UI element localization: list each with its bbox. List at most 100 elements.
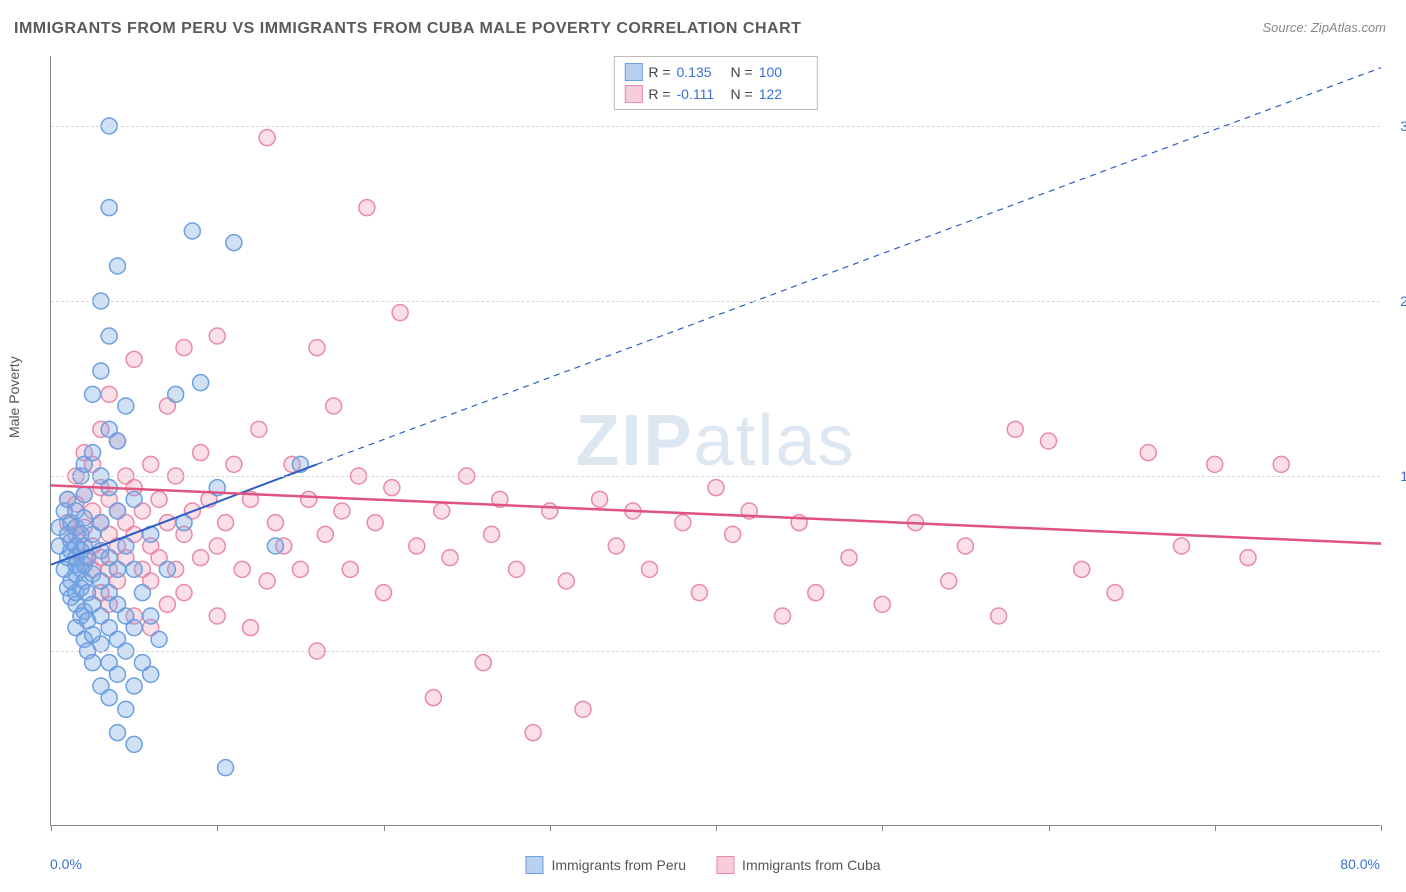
scatter-point (874, 596, 890, 612)
scatter-point (118, 398, 134, 414)
scatter-point (209, 608, 225, 624)
stats-row-cuba: R = -0.111 N = 122 (624, 83, 806, 105)
scatter-point (542, 503, 558, 519)
scatter-point (509, 561, 525, 577)
scatter-point (76, 510, 92, 526)
scatter-point (118, 538, 134, 554)
scatter-point (85, 655, 101, 671)
scatter-point (226, 456, 242, 472)
x-axis-max-label: 80.0% (1340, 856, 1380, 872)
scatter-point (93, 636, 109, 652)
scatter-point (93, 515, 109, 531)
stats-row-peru: R = 0.135 N = 100 (624, 61, 806, 83)
chart-title: IMMIGRANTS FROM PERU VS IMMIGRANTS FROM … (14, 20, 801, 38)
chart-plot-area: ZIPatlas R = 0.135 N = 100 R = -0.111 N … (50, 56, 1380, 826)
scatter-point (209, 538, 225, 554)
scatter-point (442, 550, 458, 566)
x-tick (1049, 825, 1050, 831)
scatter-point (193, 550, 209, 566)
scatter-point (425, 690, 441, 706)
y-tick-label: 30.0% (1385, 118, 1406, 134)
scatter-point (1174, 538, 1190, 554)
gridline-h (51, 476, 1380, 477)
scatter-point (475, 655, 491, 671)
cuba-r-value: -0.111 (677, 86, 725, 102)
scatter-point (292, 561, 308, 577)
r-label: R = (648, 64, 670, 80)
scatter-point (243, 620, 259, 636)
scatter-point (342, 561, 358, 577)
scatter-point (110, 258, 126, 274)
scatter-point (957, 538, 973, 554)
scatter-point (251, 421, 267, 437)
scatter-point (608, 538, 624, 554)
scatter-point (126, 620, 142, 636)
scatter-point (409, 538, 425, 554)
scatter-point (85, 445, 101, 461)
r-label: R = (648, 86, 670, 102)
x-tick (1381, 825, 1382, 831)
scatter-point (234, 561, 250, 577)
scatter-point (317, 526, 333, 542)
scatter-point (708, 480, 724, 496)
scatter-point (376, 585, 392, 601)
peru-swatch (624, 63, 642, 81)
scatter-point (384, 480, 400, 496)
scatter-point (176, 585, 192, 601)
scatter-point (326, 398, 342, 414)
x-tick (1215, 825, 1216, 831)
x-axis-min-label: 0.0% (50, 856, 82, 872)
x-tick (716, 825, 717, 831)
peru-n-value: 100 (759, 64, 807, 80)
scatter-point (218, 760, 234, 776)
scatter-point (101, 690, 117, 706)
scatter-point (642, 561, 658, 577)
scatter-point (110, 666, 126, 682)
scatter-point (941, 573, 957, 589)
scatter-point (1107, 585, 1123, 601)
scatter-point (134, 585, 150, 601)
legend-item-peru: Immigrants from Peru (525, 856, 686, 874)
scatter-point (267, 515, 283, 531)
scatter-point (1041, 433, 1057, 449)
n-label: N = (731, 86, 753, 102)
peru-r-value: 0.135 (677, 64, 725, 80)
scatter-point (101, 200, 117, 216)
scatter-point (143, 456, 159, 472)
scatter-point (143, 666, 159, 682)
scatter-point (176, 340, 192, 356)
scatter-point (118, 701, 134, 717)
scatter-point (1140, 445, 1156, 461)
scatter-point (101, 328, 117, 344)
scatter-point (841, 550, 857, 566)
scatter-point (159, 561, 175, 577)
scatter-point (93, 363, 109, 379)
cuba-legend-label: Immigrants from Cuba (742, 857, 880, 873)
peru-legend-label: Immigrants from Peru (551, 857, 686, 873)
scatter-point (525, 725, 541, 741)
scatter-point (808, 585, 824, 601)
gridline-h (51, 651, 1380, 652)
scatter-point (592, 491, 608, 507)
scatter-point (301, 491, 317, 507)
scatter-point (85, 386, 101, 402)
scatter-svg (51, 56, 1380, 825)
scatter-point (259, 130, 275, 146)
correlation-stats-box: R = 0.135 N = 100 R = -0.111 N = 122 (613, 56, 817, 110)
scatter-point (226, 235, 242, 251)
n-label: N = (731, 64, 753, 80)
scatter-point (675, 515, 691, 531)
x-tick (51, 825, 52, 831)
x-tick (550, 825, 551, 831)
scatter-point (126, 736, 142, 752)
scatter-point (151, 631, 167, 647)
y-tick-label: 15.0% (1385, 468, 1406, 484)
scatter-point (334, 503, 350, 519)
scatter-point (1207, 456, 1223, 472)
scatter-point (1240, 550, 1256, 566)
scatter-point (168, 386, 184, 402)
scatter-point (1273, 456, 1289, 472)
scatter-point (218, 515, 234, 531)
scatter-point (126, 561, 142, 577)
y-tick-label: 7.5% (1385, 643, 1406, 659)
